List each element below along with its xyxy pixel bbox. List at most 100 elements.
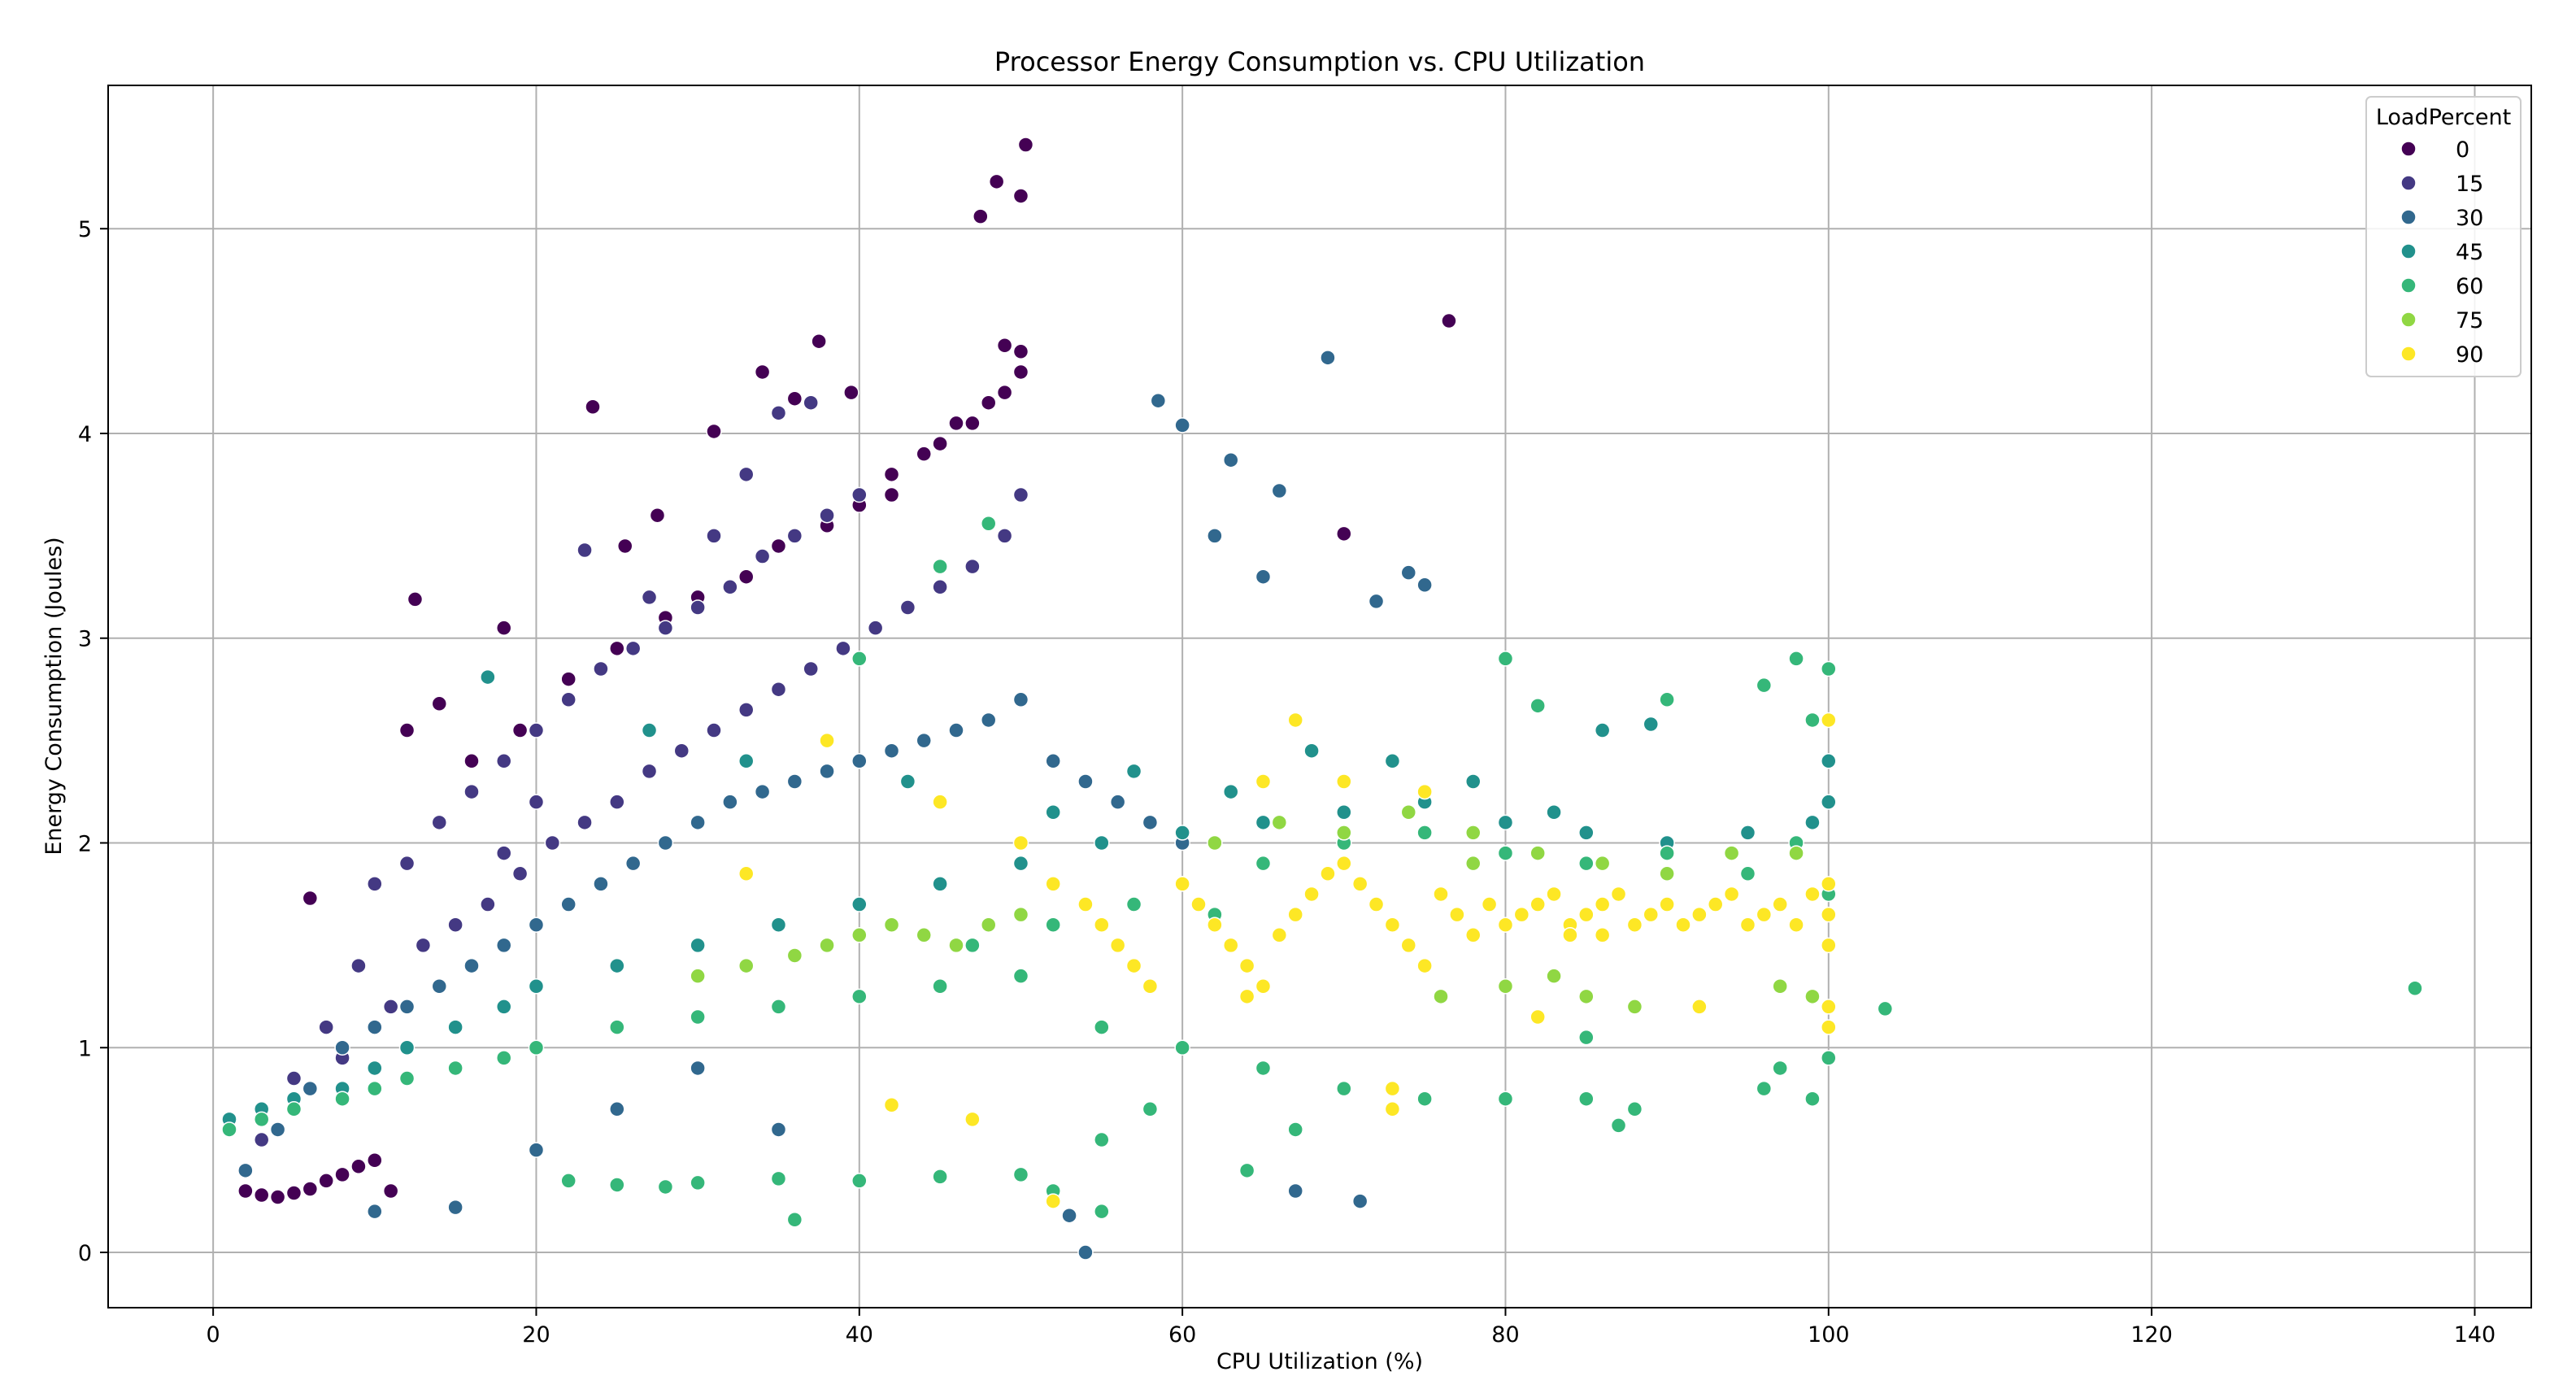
data-point <box>1578 825 1595 841</box>
data-point <box>819 763 835 780</box>
data-point <box>1174 825 1190 841</box>
legend-marker <box>2400 141 2417 157</box>
data-point <box>1045 803 1061 821</box>
data-point <box>1125 763 1142 780</box>
data-point <box>1530 896 1546 912</box>
data-point <box>1481 896 1498 912</box>
data-point <box>738 753 755 769</box>
data-point <box>786 390 803 407</box>
data-point <box>1094 917 1110 933</box>
data-point <box>398 855 416 872</box>
data-point <box>1877 1000 1894 1017</box>
y-tick-label: 5 <box>78 217 92 242</box>
data-point <box>382 1182 399 1200</box>
data-point <box>1174 876 1190 892</box>
data-point <box>641 763 658 780</box>
data-point <box>657 620 674 636</box>
data-point <box>1578 855 1595 872</box>
data-point <box>1530 698 1546 714</box>
data-point <box>1012 834 1029 851</box>
data-point <box>1804 712 1821 729</box>
legend-label: 0 <box>2456 137 2469 163</box>
data-point <box>528 1039 545 1056</box>
data-point <box>1707 896 1724 912</box>
data-point <box>480 896 496 912</box>
data-point <box>1255 855 1272 872</box>
data-point <box>916 446 933 462</box>
data-point <box>1077 773 1094 790</box>
data-point <box>1190 896 1207 912</box>
legend-label: 90 <box>2456 342 2483 368</box>
data-point <box>948 415 964 432</box>
data-point <box>916 732 933 749</box>
y-tick-label: 1 <box>78 1036 92 1061</box>
data-point <box>1336 803 1352 821</box>
data-point <box>1788 651 1804 667</box>
plot-frame <box>107 85 2532 1308</box>
data-point <box>1513 906 1530 923</box>
x-tick-label: 0 <box>207 1322 220 1348</box>
data-point <box>1094 1203 1110 1220</box>
legend-label: 45 <box>2456 240 2483 265</box>
data-point <box>851 1173 868 1189</box>
data-point <box>1610 886 1627 903</box>
data-point <box>1351 876 1368 892</box>
data-point <box>1546 886 1562 903</box>
data-point <box>431 695 448 712</box>
data-point <box>560 671 577 687</box>
y-tick-label: 3 <box>78 627 92 652</box>
legend-label: 60 <box>2456 274 2483 299</box>
data-point <box>722 579 738 595</box>
data-point <box>1659 845 1675 861</box>
data-point <box>407 591 424 607</box>
data-point <box>1012 343 1029 360</box>
data-point <box>1546 803 1562 821</box>
data-point <box>382 999 399 1015</box>
data-point <box>237 1162 254 1179</box>
data-point <box>1691 999 1708 1015</box>
data-point <box>1012 1166 1029 1183</box>
data-point <box>964 937 981 954</box>
data-point <box>690 1008 706 1025</box>
data-point <box>1821 712 1837 729</box>
data-point <box>1012 906 1029 923</box>
data-point <box>1045 1193 1061 1209</box>
data-point <box>899 773 916 790</box>
data-point <box>964 415 981 432</box>
data-point <box>851 896 868 912</box>
data-point <box>690 1174 706 1191</box>
data-point <box>577 542 593 559</box>
data-point <box>1174 417 1190 433</box>
data-point <box>1222 783 1239 800</box>
data-point <box>1416 1091 1433 1107</box>
data-point <box>1659 896 1675 912</box>
data-point <box>1821 1050 1837 1066</box>
data-point <box>980 712 997 729</box>
data-point <box>1497 651 1514 667</box>
data-point <box>690 814 706 831</box>
data-point <box>1400 803 1417 821</box>
x-tick-label: 20 <box>522 1322 550 1348</box>
data-point <box>803 660 819 677</box>
data-point <box>1723 845 1740 861</box>
data-point <box>932 978 948 995</box>
data-point <box>221 1121 237 1138</box>
x-axis-ticks: 0 20 40 60 80 100 120 140 <box>207 1308 2496 1348</box>
data-point <box>883 917 900 933</box>
data-point <box>786 947 803 964</box>
legend-label: 30 <box>2456 206 2483 231</box>
data-point <box>1287 712 1303 729</box>
data-point <box>624 855 642 872</box>
data-point <box>690 968 706 984</box>
data-point <box>851 927 868 943</box>
data-point <box>1594 722 1611 738</box>
data-point <box>495 620 512 636</box>
data-point <box>657 1178 674 1195</box>
data-point <box>1643 716 1660 733</box>
legend-box <box>2365 96 2522 377</box>
data-point <box>1643 906 1660 923</box>
legend-marker <box>2400 209 2417 225</box>
data-point <box>1739 917 1756 933</box>
data-point <box>932 1169 948 1185</box>
